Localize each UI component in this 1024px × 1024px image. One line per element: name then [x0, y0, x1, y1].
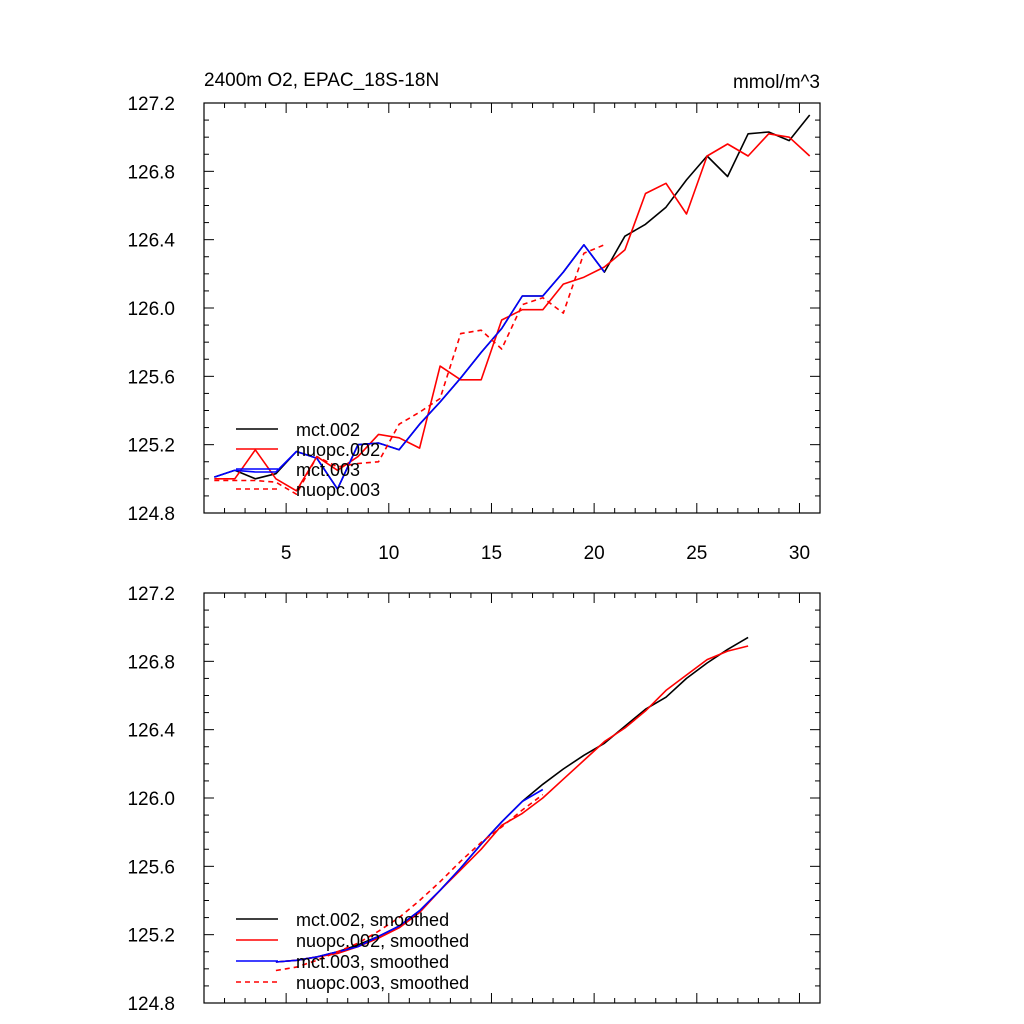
y-tick-label: 125.2 [127, 436, 175, 457]
y-tick-label: 126.4 [127, 231, 175, 252]
y-tick-label: 124.8 [127, 994, 175, 1015]
y-tick-label: 125.6 [127, 367, 175, 388]
legend-label: nuopc.002 [296, 440, 380, 460]
y-tick-label: 125.6 [127, 857, 175, 878]
axis-ticks: 124.8 125.2 125.6 126.0 126.4 126.8 127.2 [127, 584, 821, 1015]
x-tick-label: 10 [378, 543, 399, 564]
y-tick-label: 126.0 [127, 299, 175, 320]
y-tick-label: 126.8 [127, 162, 175, 183]
x-tick-label: 5 [281, 543, 292, 564]
x-tick-label: 30 [789, 543, 810, 564]
legend-label: nuopc.003, smoothed [296, 973, 469, 993]
series-line [214, 244, 605, 496]
axis-ticks: 124.8 125.2 125.6 126.0 126.4 126.8 127.2 5 10 15… [127, 94, 821, 564]
x-tick-label: 15 [481, 543, 502, 564]
legend-label: nuopc.003 [296, 480, 380, 500]
series-lines [275, 636, 749, 972]
units-label: mmol/m^3 [733, 72, 820, 93]
legend-label: mct.002 [296, 420, 360, 440]
plot-frame [203, 592, 821, 1004]
y-tick-label: 127.2 [127, 584, 175, 605]
bottom-chart-panel: 124.8 125.2 125.6 126.0 126.4 126.8 127.2 mct.… [127, 584, 821, 1015]
legend-label: nuopc.002, smoothed [296, 931, 469, 951]
series-line [214, 244, 606, 490]
legend-label: mct.003, smoothed [296, 952, 449, 972]
y-tick-label: 126.0 [127, 789, 175, 810]
legend-label: mct.003 [296, 460, 360, 480]
plot-frame [203, 102, 821, 514]
legend-label: mct.002, smoothed [296, 910, 449, 930]
y-tick-label: 127.2 [127, 94, 175, 115]
y-tick-label: 126.4 [127, 721, 175, 742]
series-line [275, 788, 544, 963]
series-line [275, 793, 544, 972]
y-tick-label: 125.2 [127, 926, 175, 947]
top-chart-panel: 2400m O2, EPAC_18S-18N mmol/m^3 124.8 125… [127, 70, 821, 564]
x-tick-label: 25 [686, 543, 707, 564]
series-lines [214, 114, 811, 496]
chart-title: 2400m O2, EPAC_18S-18N [204, 70, 439, 91]
x-tick-label: 20 [584, 543, 605, 564]
y-tick-label: 126.8 [127, 652, 175, 673]
y-tick-label: 124.8 [127, 504, 175, 525]
